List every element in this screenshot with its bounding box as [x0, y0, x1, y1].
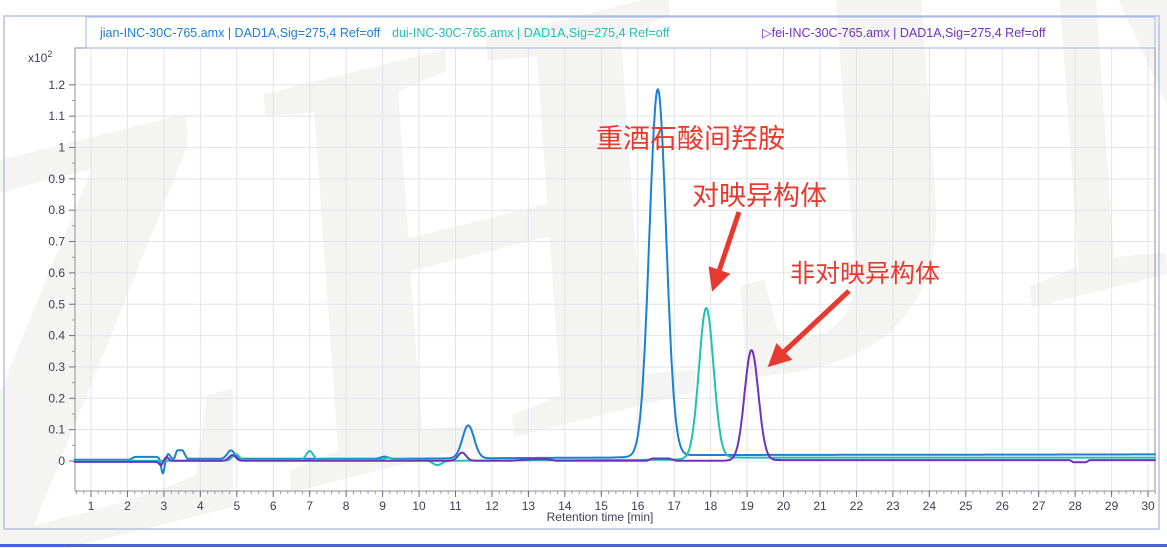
annotation-diastereomer: 非对映异构体 [790, 260, 940, 288]
x-tick-label: 4 [197, 499, 204, 513]
x-axis-title: Retention time [min] [547, 510, 654, 524]
x-tick-label: 5 [233, 499, 240, 513]
y-tick-label: 0 [58, 454, 65, 468]
x-axis-tick-labels: 1 2 3 4 5 6 7 8 9 10 11 12 13 14 15 16 17 18 19 20 21 22 23 24 2… [88, 499, 1155, 513]
x-tick-label: 30 [1141, 499, 1155, 513]
legend-entry-dui[interactable]: dui-INC-30C-765.amx | DAD1A,Sig=275,4 Re… [392, 26, 670, 40]
x-tick-label: 13 [522, 499, 536, 513]
trace-fei[interactable] [73, 349, 1156, 467]
y-tick-label: 0.3 [48, 360, 65, 374]
x-tick-label: 14 [558, 499, 572, 513]
x-tick-label: 12 [485, 499, 499, 513]
x-tick-label: 29 [1105, 499, 1119, 513]
legend-entry-fei[interactable]: ▷fei-INC-30C-765.amx | DAD1A,Sig=275,4 R… [762, 26, 1046, 40]
y-tick-label: 1.2 [48, 78, 65, 92]
window-bottom-edge [0, 544, 1167, 547]
x-tick-label: 20 [777, 499, 791, 513]
x-axis-ticks [75, 491, 1156, 497]
y-tick-label: 0.4 [48, 329, 65, 343]
x-tick-label: 19 [740, 499, 754, 513]
x-tick-label: 2 [124, 499, 131, 513]
annotation-enantiomer: 对映异构体 [692, 181, 827, 211]
x-tick-label: 25 [959, 499, 973, 513]
y-tick-label: 0.5 [48, 297, 65, 311]
outer-frame [3, 15, 1160, 530]
annotation-metaraminol-bitartrate: 重酒石酸间羟胺 [596, 124, 785, 154]
x-tick-label: 23 [886, 499, 900, 513]
x-tick-label: 22 [850, 499, 864, 513]
y-tick-label: 0.6 [48, 266, 65, 280]
x-tick-label: 24 [923, 499, 937, 513]
y-tick-label: 0.8 [48, 203, 65, 217]
x-tick-label: 26 [996, 499, 1010, 513]
x-tick-label: 1 [88, 499, 95, 513]
x-tick-label: 21 [813, 499, 827, 513]
x-tick-label: 28 [1068, 499, 1082, 513]
x-tick-label: 27 [1032, 499, 1046, 513]
enantiomer-arrow [708, 211, 742, 292]
y-tick-label: 0.2 [48, 391, 65, 405]
x-tick-label: 8 [343, 499, 350, 513]
y-tick-label: 0.7 [48, 235, 65, 249]
y-axis-ticks [69, 84, 75, 462]
legend: jian-INC-30C-765.amx | DAD1A,Sig=275,4 R… [85, 16, 1156, 49]
peak-annotations: 重酒石酸间羟胺 对映异构体 非对映异构体 [596, 124, 940, 368]
y-tick-label: 1.1 [48, 109, 65, 123]
x-tick-label: 16 [631, 499, 645, 513]
y-tick-label: 0.9 [48, 172, 65, 186]
x-tick-label: 3 [161, 499, 168, 513]
x-tick-label: 7 [306, 499, 313, 513]
x-tick-label: 6 [270, 499, 277, 513]
x-tick-label: 11 [449, 499, 462, 513]
legend-box [85, 16, 1156, 49]
x-tick-label: 10 [412, 499, 426, 513]
gridlines [75, 48, 1155, 491]
x-tick-label: 17 [668, 499, 682, 513]
y-tick-label: 1 [58, 141, 65, 155]
y-scale-label: x102 [28, 49, 52, 65]
x-tick-label: 9 [379, 499, 386, 513]
y-tick-label: 0.1 [48, 423, 65, 437]
x-tick-label: 15 [595, 499, 609, 513]
x-tick-label: 18 [704, 499, 718, 513]
y-axis-tick-labels: 0 0.1 0.2 0.3 0.4 0.5 0.6 0.7 0.8 0.9 1 1.1 1.2 [48, 78, 65, 468]
traces [73, 88, 1156, 475]
diastereomer-arrow [767, 289, 851, 368]
legend-entry-jian[interactable]: jian-INC-30C-765.amx | DAD1A,Sig=275,4 R… [99, 26, 381, 40]
